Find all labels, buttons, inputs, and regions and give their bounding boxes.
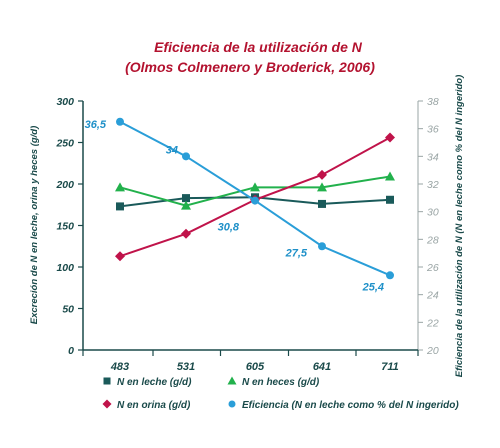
legend-label: N en heces (g/d) <box>242 377 320 388</box>
data-point <box>318 242 326 251</box>
legend-item: N en leche (g/d) <box>103 377 192 388</box>
data-point <box>116 117 124 126</box>
chart-title: Eficiencia de la utilización de N <box>154 39 363 55</box>
data-point <box>181 228 191 239</box>
data-label: 34 <box>166 144 178 156</box>
left-tick-label: 100 <box>56 262 74 274</box>
data-point <box>385 171 395 181</box>
legend-label: N en leche (g/d) <box>117 377 192 388</box>
data-point <box>182 152 190 161</box>
data-point <box>181 200 191 210</box>
right-tick-label: 26 <box>426 262 439 274</box>
data-point <box>182 194 190 203</box>
left-tick-label: 250 <box>55 138 74 150</box>
left-tick-label: 0 <box>68 345 74 357</box>
data-label: 36,5 <box>85 119 107 131</box>
y-axis-label-left: Excreción de N en leche, orina y heces (… <box>29 126 40 325</box>
data-point <box>317 182 327 192</box>
series-triangle <box>115 171 395 210</box>
data-point <box>317 169 327 180</box>
left-axis: 0 50 100 150 200 250 300 <box>55 96 84 357</box>
data-point <box>251 196 259 205</box>
x-tick-label: 531 <box>177 361 195 373</box>
left-tick-label: 150 <box>56 221 74 233</box>
data-point <box>115 182 125 192</box>
right-tick-label: 24 <box>426 290 439 302</box>
right-axis: 20 22 24 26 28 30 32 34 36 38 <box>417 96 439 357</box>
data-label: 30,8 <box>218 222 240 234</box>
data-label: 27,5 <box>285 247 308 259</box>
y-axis-label-right: Eficiencia de la utilización de N (N en … <box>454 75 465 377</box>
legend-marker <box>228 400 236 408</box>
x-axis-ticks: 483 531 605 641 711 <box>82 350 419 373</box>
x-tick-label: 641 <box>313 361 331 373</box>
data-point <box>386 195 394 204</box>
legend-marker <box>103 377 111 385</box>
data-point <box>386 271 394 280</box>
left-axis-ticks: 0 50 100 150 200 250 300 <box>55 96 83 357</box>
data-point <box>385 132 395 143</box>
left-tick-label: 200 <box>55 179 74 191</box>
right-tick-label: 34 <box>427 151 439 163</box>
legend-item: N en orina (g/d) <box>102 399 191 411</box>
x-tick-label: 605 <box>246 361 265 373</box>
data-point <box>250 182 260 192</box>
right-tick-label: 28 <box>426 234 439 246</box>
legend-label: Eficiencia (N en leche como % del N inge… <box>242 400 459 411</box>
right-tick-label: 36 <box>427 124 439 136</box>
series-circle: 36,5 34 30,8 27,5 25,4 <box>85 117 394 293</box>
legend-marker <box>227 376 237 385</box>
right-tick-label: 30 <box>427 207 439 219</box>
data-label: 25,4 <box>362 281 384 293</box>
right-axis-ticks: 20 22 24 26 28 30 32 34 36 38 <box>418 96 439 357</box>
legend: N en leche (g/d) N en heces (g/d) N en ori… <box>102 376 459 411</box>
legend-marker <box>102 399 112 409</box>
legend-item: N en heces (g/d) <box>227 376 320 388</box>
left-tick-label: 300 <box>56 96 74 108</box>
legend-label: N en orina (g/d) <box>117 400 191 411</box>
data-point <box>116 202 124 211</box>
right-tick-label: 32 <box>427 179 439 191</box>
left-tick-label: 50 <box>62 304 74 316</box>
right-tick-label: 38 <box>427 96 439 108</box>
plot-area: 36,5 34 30,8 27,5 25,4 <box>85 117 395 293</box>
x-axis: 483 531 605 641 711 <box>82 349 419 373</box>
right-tick-label: 20 <box>426 345 439 357</box>
x-tick-label: 711 <box>381 361 399 373</box>
x-tick-label: 483 <box>110 361 129 373</box>
right-tick-label: 22 <box>426 317 439 329</box>
legend-item: Eficiencia (N en leche como % del N inge… <box>228 400 459 411</box>
data-point <box>115 251 125 262</box>
data-point <box>318 199 326 208</box>
chart-subtitle: (Olmos Colmenero y Broderick, 2006) <box>125 59 375 75</box>
